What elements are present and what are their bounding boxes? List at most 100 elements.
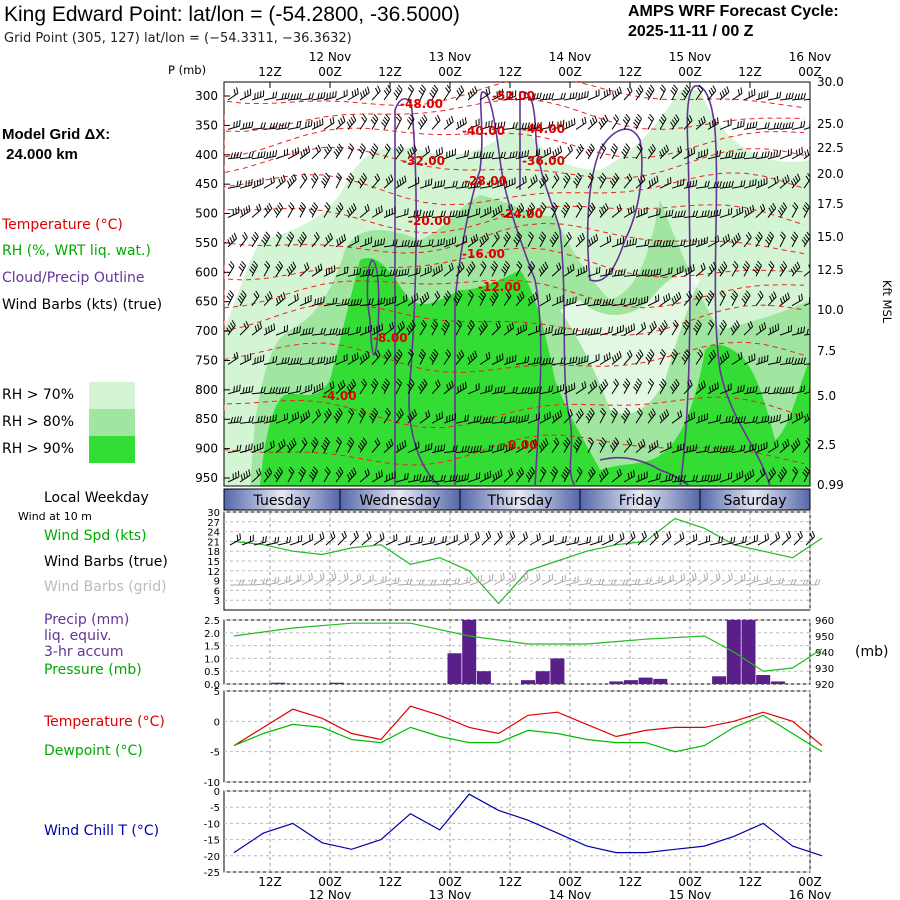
wind-chill-tick-label: -25	[204, 868, 220, 879]
precip-bar	[712, 676, 727, 684]
wind-barb	[635, 295, 649, 307]
wind-barb	[767, 414, 781, 424]
wind-barb	[467, 319, 475, 336]
pressure-tick-label: 940	[815, 648, 834, 659]
wind-barb	[681, 84, 691, 101]
wind-barb	[731, 206, 744, 218]
wind-barb	[431, 114, 441, 130]
wind-barb	[779, 231, 786, 248]
wind-barb	[671, 265, 684, 277]
wind-barb	[803, 363, 810, 365]
wind-barb	[227, 444, 242, 454]
wind-tick-label: 21	[207, 537, 220, 548]
wind-barb	[275, 386, 290, 395]
wind-barb	[467, 207, 481, 218]
wind-barb	[635, 349, 644, 365]
wind-barb	[562, 172, 571, 189]
wind-barb	[299, 437, 308, 453]
wind-barb	[587, 89, 600, 101]
wind-barb	[515, 202, 525, 218]
wind-barb	[311, 144, 322, 160]
wind-barb	[275, 292, 286, 307]
wind-barb	[251, 354, 265, 365]
wind-barb	[503, 231, 511, 248]
wind-barb	[419, 442, 433, 454]
wind-barb	[563, 409, 573, 424]
wind-barb	[803, 173, 810, 189]
wind-barb	[731, 232, 741, 248]
pressure-tick-label: 750	[195, 353, 218, 367]
wind-barb	[323, 143, 332, 160]
wind-tick-label: 24	[207, 528, 220, 539]
wind-barb	[731, 384, 745, 395]
wind-barb	[287, 385, 302, 395]
wind-barb	[563, 144, 573, 160]
wind-barb	[623, 205, 635, 218]
wind-barb	[227, 151, 242, 160]
wind-barb	[335, 353, 348, 365]
temperature-label: -16.00	[462, 247, 505, 261]
pressure-tick-label: 950	[195, 471, 218, 485]
wind-barb	[430, 319, 439, 336]
wind-barb	[670, 348, 678, 365]
wind-barb	[551, 384, 565, 395]
wind-barb	[478, 290, 487, 306]
wind-barb	[790, 173, 801, 189]
wind-barb	[599, 298, 614, 307]
wind-barb	[622, 113, 631, 130]
wind-barb	[767, 202, 777, 218]
wind-barb	[562, 437, 571, 453]
wind-barb	[323, 327, 338, 336]
wind-barb	[253, 536, 267, 546]
wind-barb	[647, 472, 661, 483]
wind-barb	[598, 114, 609, 130]
wind-barb	[347, 87, 359, 101]
wind-barb	[658, 320, 668, 336]
wind-barb	[251, 122, 266, 130]
wind-barb	[321, 172, 331, 189]
wind-barb	[695, 380, 706, 395]
wind-barb	[769, 531, 781, 546]
wind-barb	[455, 414, 469, 424]
wind-barb	[445, 534, 458, 546]
wind-barb	[673, 532, 685, 546]
wind-barb	[431, 210, 446, 218]
wind-barb	[289, 574, 302, 586]
wind-barb	[263, 176, 275, 189]
wind-barb	[611, 350, 622, 365]
wind-barb	[431, 474, 446, 483]
wind-barb	[585, 407, 595, 424]
wind-barb	[731, 260, 739, 277]
wind-barb	[622, 378, 631, 395]
wind-barb	[479, 120, 493, 130]
wind-barb	[418, 84, 426, 101]
wind-barb	[359, 298, 374, 307]
wind-barb	[767, 386, 782, 395]
wind-barb	[383, 206, 396, 218]
cloud-outline-layer	[366, 85, 771, 486]
wind-barb	[755, 415, 770, 424]
wind-barb	[635, 206, 648, 218]
wind-barb	[539, 293, 551, 307]
wind-barb	[623, 85, 633, 101]
height-tick-label: 7.5	[817, 344, 836, 358]
wind-barb	[767, 91, 782, 101]
precip-bar	[741, 620, 756, 684]
wind-barb	[707, 181, 722, 189]
wind-barb	[431, 411, 444, 424]
temperature-label: -36.00	[522, 154, 565, 168]
time-label-top: 12Z	[258, 65, 282, 79]
wind-barb	[529, 533, 541, 546]
wind-barb	[599, 267, 614, 277]
wind-barb	[226, 320, 236, 336]
wind-barb	[333, 143, 343, 160]
wind-barb	[647, 113, 655, 130]
wind-barb	[370, 113, 379, 130]
wind-barb	[467, 472, 481, 483]
wind-barb	[406, 320, 416, 336]
wind-barb	[383, 143, 391, 160]
precip-bar	[770, 681, 785, 684]
wind-barb	[707, 349, 717, 365]
wind-barb	[587, 437, 594, 453]
